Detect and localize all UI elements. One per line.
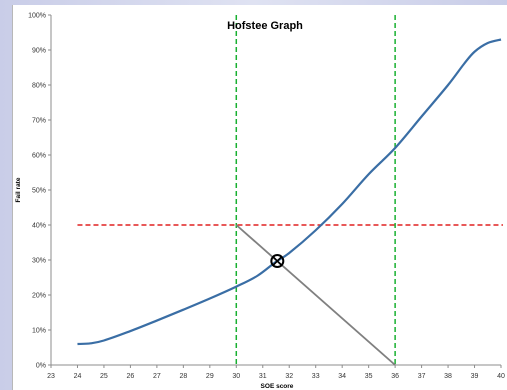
- hofstee-chart: 0% 10% 20% 30% 40% 50% 60% 70% 80% 90% 100% 23 24 25 2…: [15, 13, 505, 390]
- x-tick-label: 30: [232, 373, 240, 380]
- x-tick-label: 34: [338, 373, 346, 380]
- x-tick-label: 25: [100, 373, 108, 380]
- x-tick-label: 24: [74, 373, 82, 380]
- intersection-cross: [272, 256, 283, 266]
- diagonal-line: [235, 224, 396, 366]
- y-tick-label: 80%: [32, 83, 46, 90]
- x-tick-label: 37: [418, 373, 426, 380]
- x-tick-label: 32: [285, 373, 293, 380]
- y-tick-label: 30%: [32, 258, 46, 265]
- y-tick-label: 50%: [32, 188, 46, 195]
- y-tick-label: 60%: [32, 153, 46, 160]
- y-tick-label: 90%: [32, 48, 46, 55]
- x-tick-label: 35: [365, 373, 373, 380]
- x-tick-label: 38: [444, 373, 452, 380]
- x-tick-label: 26: [127, 373, 135, 380]
- y-tick-label: 70%: [32, 118, 46, 125]
- chart-title: Hofstee Graph: [227, 20, 303, 32]
- y-axis-title: Fail rate: [15, 177, 22, 202]
- x-tick-label: 33: [312, 373, 320, 380]
- x-tick-label: 27: [153, 373, 161, 380]
- x-tick-label: 29: [206, 373, 214, 380]
- y-tick-label: 10%: [32, 328, 46, 335]
- x-tick-label: 36: [391, 373, 399, 380]
- x-tick-label: 40: [497, 373, 505, 380]
- y-tick-label: 20%: [32, 293, 46, 300]
- y-tick-label: 40%: [32, 223, 46, 230]
- chart-frame: 0% 10% 20% 30% 40% 50% 60% 70% 80% 90% 100% 23 24 25 2…: [12, 5, 507, 390]
- y-tick-label: 0%: [36, 363, 46, 370]
- y-tick-label: 100%: [28, 13, 46, 20]
- x-tick-label: 28: [179, 373, 187, 380]
- x-tick-label: 23: [47, 373, 55, 380]
- intersection-marker: [270, 254, 285, 269]
- x-tick-label: 31: [259, 373, 267, 380]
- x-axis-title: SOE score: [261, 383, 294, 390]
- x-tick-label: 39: [471, 373, 479, 380]
- series-line-0: [77, 38, 502, 346]
